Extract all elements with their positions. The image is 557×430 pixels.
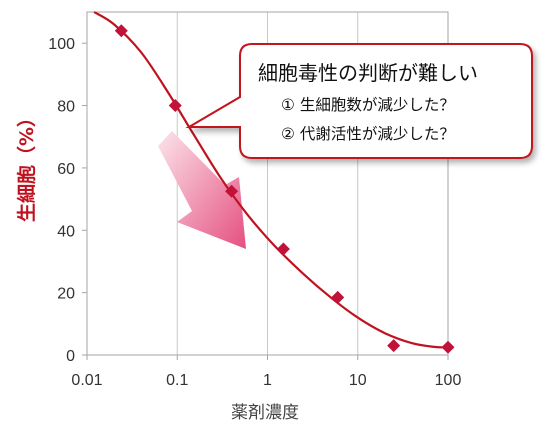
- y-tick-label: 80: [57, 99, 75, 116]
- x-axis-ticks: 0.01 0.1 1 10 100: [71, 355, 461, 389]
- data-point: [114, 24, 128, 38]
- callout-title: 細胞毒性の判断が難しい: [258, 61, 478, 85]
- x-tick-label: 0.01: [71, 372, 102, 389]
- y-tick-label: 20: [57, 286, 75, 303]
- data-point: [331, 290, 345, 304]
- y-tick-label: 0: [66, 348, 75, 365]
- y-axis-ticks: 0 20 40 60 80 100: [48, 36, 87, 365]
- x-tick-label: 0.1: [166, 372, 188, 389]
- data-point: [276, 242, 290, 256]
- data-point: [387, 339, 401, 353]
- callout-bubble: [185, 43, 533, 159]
- y-tick-label: 100: [48, 36, 75, 53]
- data-point: [441, 340, 455, 354]
- y-tick-label: 40: [57, 223, 75, 240]
- x-tick-label: 100: [435, 372, 462, 389]
- decrease-arrow-icon: [158, 131, 246, 249]
- data-points: [114, 24, 455, 354]
- callout-item-1: ① 生細胞数が減少した？: [281, 96, 455, 114]
- fit-curve-line: [93, 11, 447, 349]
- data-point: [168, 99, 182, 113]
- y-tick-label: 60: [57, 161, 75, 178]
- callout-box: 細胞毒性の判断が難しい ① 生細胞数が減少した？ ② 代謝活性が減少した？: [185, 43, 533, 159]
- x-tick-label: 10: [349, 372, 367, 389]
- data-point: [225, 184, 239, 198]
- callout-item-2: ② 代謝活性が減少した？: [281, 125, 455, 143]
- x-axis-label: 薬剤濃度: [231, 403, 299, 423]
- y-axis-label: 生細胞（%）: [15, 108, 38, 222]
- x-tick-label: 1: [263, 372, 272, 389]
